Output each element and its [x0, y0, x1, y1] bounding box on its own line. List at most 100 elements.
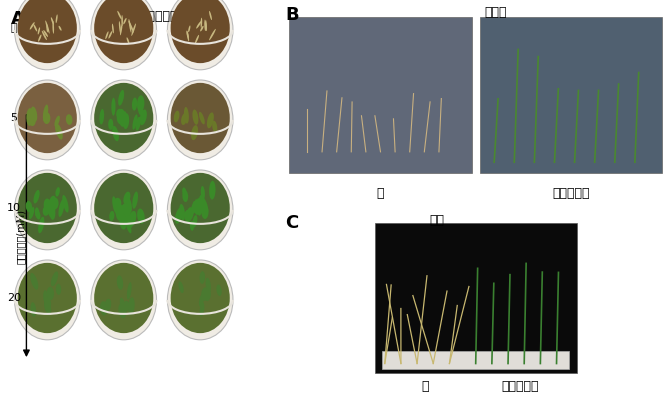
Ellipse shape	[42, 31, 47, 40]
Text: エタノール(mM): エタノール(mM)	[16, 208, 26, 264]
Ellipse shape	[17, 263, 77, 333]
Ellipse shape	[209, 181, 216, 200]
Ellipse shape	[121, 204, 126, 214]
Ellipse shape	[125, 218, 131, 233]
Ellipse shape	[17, 83, 77, 153]
Ellipse shape	[198, 195, 203, 214]
Ellipse shape	[15, 80, 80, 160]
Text: エタノール: エタノール	[501, 380, 539, 393]
Ellipse shape	[199, 294, 204, 307]
Ellipse shape	[51, 272, 58, 286]
Ellipse shape	[91, 170, 157, 250]
Ellipse shape	[38, 217, 44, 233]
Ellipse shape	[201, 197, 208, 214]
Ellipse shape	[174, 111, 180, 122]
Ellipse shape	[109, 31, 113, 39]
Ellipse shape	[121, 15, 123, 26]
Ellipse shape	[184, 210, 192, 223]
Ellipse shape	[171, 0, 230, 63]
Ellipse shape	[200, 271, 205, 284]
Ellipse shape	[112, 126, 119, 141]
Ellipse shape	[17, 0, 77, 63]
Ellipse shape	[119, 304, 126, 318]
Ellipse shape	[171, 173, 230, 243]
Ellipse shape	[138, 100, 143, 115]
Ellipse shape	[196, 21, 201, 28]
Ellipse shape	[15, 170, 80, 250]
Ellipse shape	[94, 0, 153, 63]
Ellipse shape	[29, 22, 35, 30]
Ellipse shape	[49, 204, 56, 220]
Ellipse shape	[212, 121, 217, 133]
Ellipse shape	[128, 297, 135, 315]
Ellipse shape	[195, 199, 201, 212]
Ellipse shape	[43, 104, 48, 121]
Ellipse shape	[44, 198, 51, 212]
Ellipse shape	[129, 212, 136, 222]
Ellipse shape	[47, 287, 54, 300]
Ellipse shape	[56, 284, 61, 295]
Ellipse shape	[175, 207, 183, 224]
Ellipse shape	[126, 196, 132, 212]
Ellipse shape	[123, 113, 129, 129]
Ellipse shape	[105, 31, 109, 39]
Ellipse shape	[191, 125, 198, 140]
Ellipse shape	[196, 198, 202, 216]
Text: 水: 水	[11, 23, 17, 33]
Ellipse shape	[127, 282, 131, 300]
Ellipse shape	[120, 298, 127, 315]
Ellipse shape	[15, 260, 80, 340]
Ellipse shape	[112, 24, 114, 33]
Ellipse shape	[119, 117, 127, 127]
Ellipse shape	[201, 287, 208, 301]
Ellipse shape	[56, 187, 60, 197]
Ellipse shape	[46, 24, 48, 32]
Ellipse shape	[168, 80, 233, 160]
Ellipse shape	[190, 221, 194, 231]
Ellipse shape	[119, 212, 127, 230]
Ellipse shape	[200, 302, 204, 316]
Ellipse shape	[38, 27, 40, 34]
Ellipse shape	[180, 204, 185, 220]
Ellipse shape	[111, 98, 115, 116]
Ellipse shape	[121, 203, 129, 213]
Ellipse shape	[139, 110, 147, 125]
Text: 20: 20	[7, 293, 21, 303]
Ellipse shape	[36, 210, 40, 220]
Bar	[289, 17, 472, 173]
Ellipse shape	[26, 108, 33, 126]
Ellipse shape	[120, 24, 123, 35]
Ellipse shape	[99, 109, 104, 124]
Ellipse shape	[58, 26, 62, 31]
Ellipse shape	[168, 260, 233, 340]
Ellipse shape	[94, 83, 153, 153]
Ellipse shape	[62, 195, 68, 213]
Ellipse shape	[171, 263, 230, 333]
Ellipse shape	[199, 112, 205, 124]
Ellipse shape	[91, 0, 157, 70]
Ellipse shape	[55, 124, 63, 140]
Ellipse shape	[100, 301, 107, 316]
Ellipse shape	[168, 0, 233, 70]
Ellipse shape	[132, 98, 137, 111]
Ellipse shape	[38, 34, 42, 42]
Ellipse shape	[31, 106, 38, 122]
Ellipse shape	[17, 173, 77, 243]
Ellipse shape	[117, 11, 122, 19]
Bar	[375, 223, 577, 373]
Text: エタノール: エタノール	[552, 187, 590, 200]
Ellipse shape	[184, 107, 189, 124]
Ellipse shape	[117, 113, 124, 124]
Ellipse shape	[127, 37, 129, 44]
Ellipse shape	[109, 211, 115, 221]
Ellipse shape	[131, 24, 136, 36]
Ellipse shape	[135, 117, 141, 131]
Ellipse shape	[15, 0, 80, 70]
Ellipse shape	[44, 297, 51, 310]
Ellipse shape	[192, 215, 198, 228]
Ellipse shape	[114, 198, 121, 208]
Ellipse shape	[137, 208, 145, 224]
Ellipse shape	[30, 273, 38, 290]
Ellipse shape	[29, 207, 34, 219]
Ellipse shape	[216, 284, 222, 296]
